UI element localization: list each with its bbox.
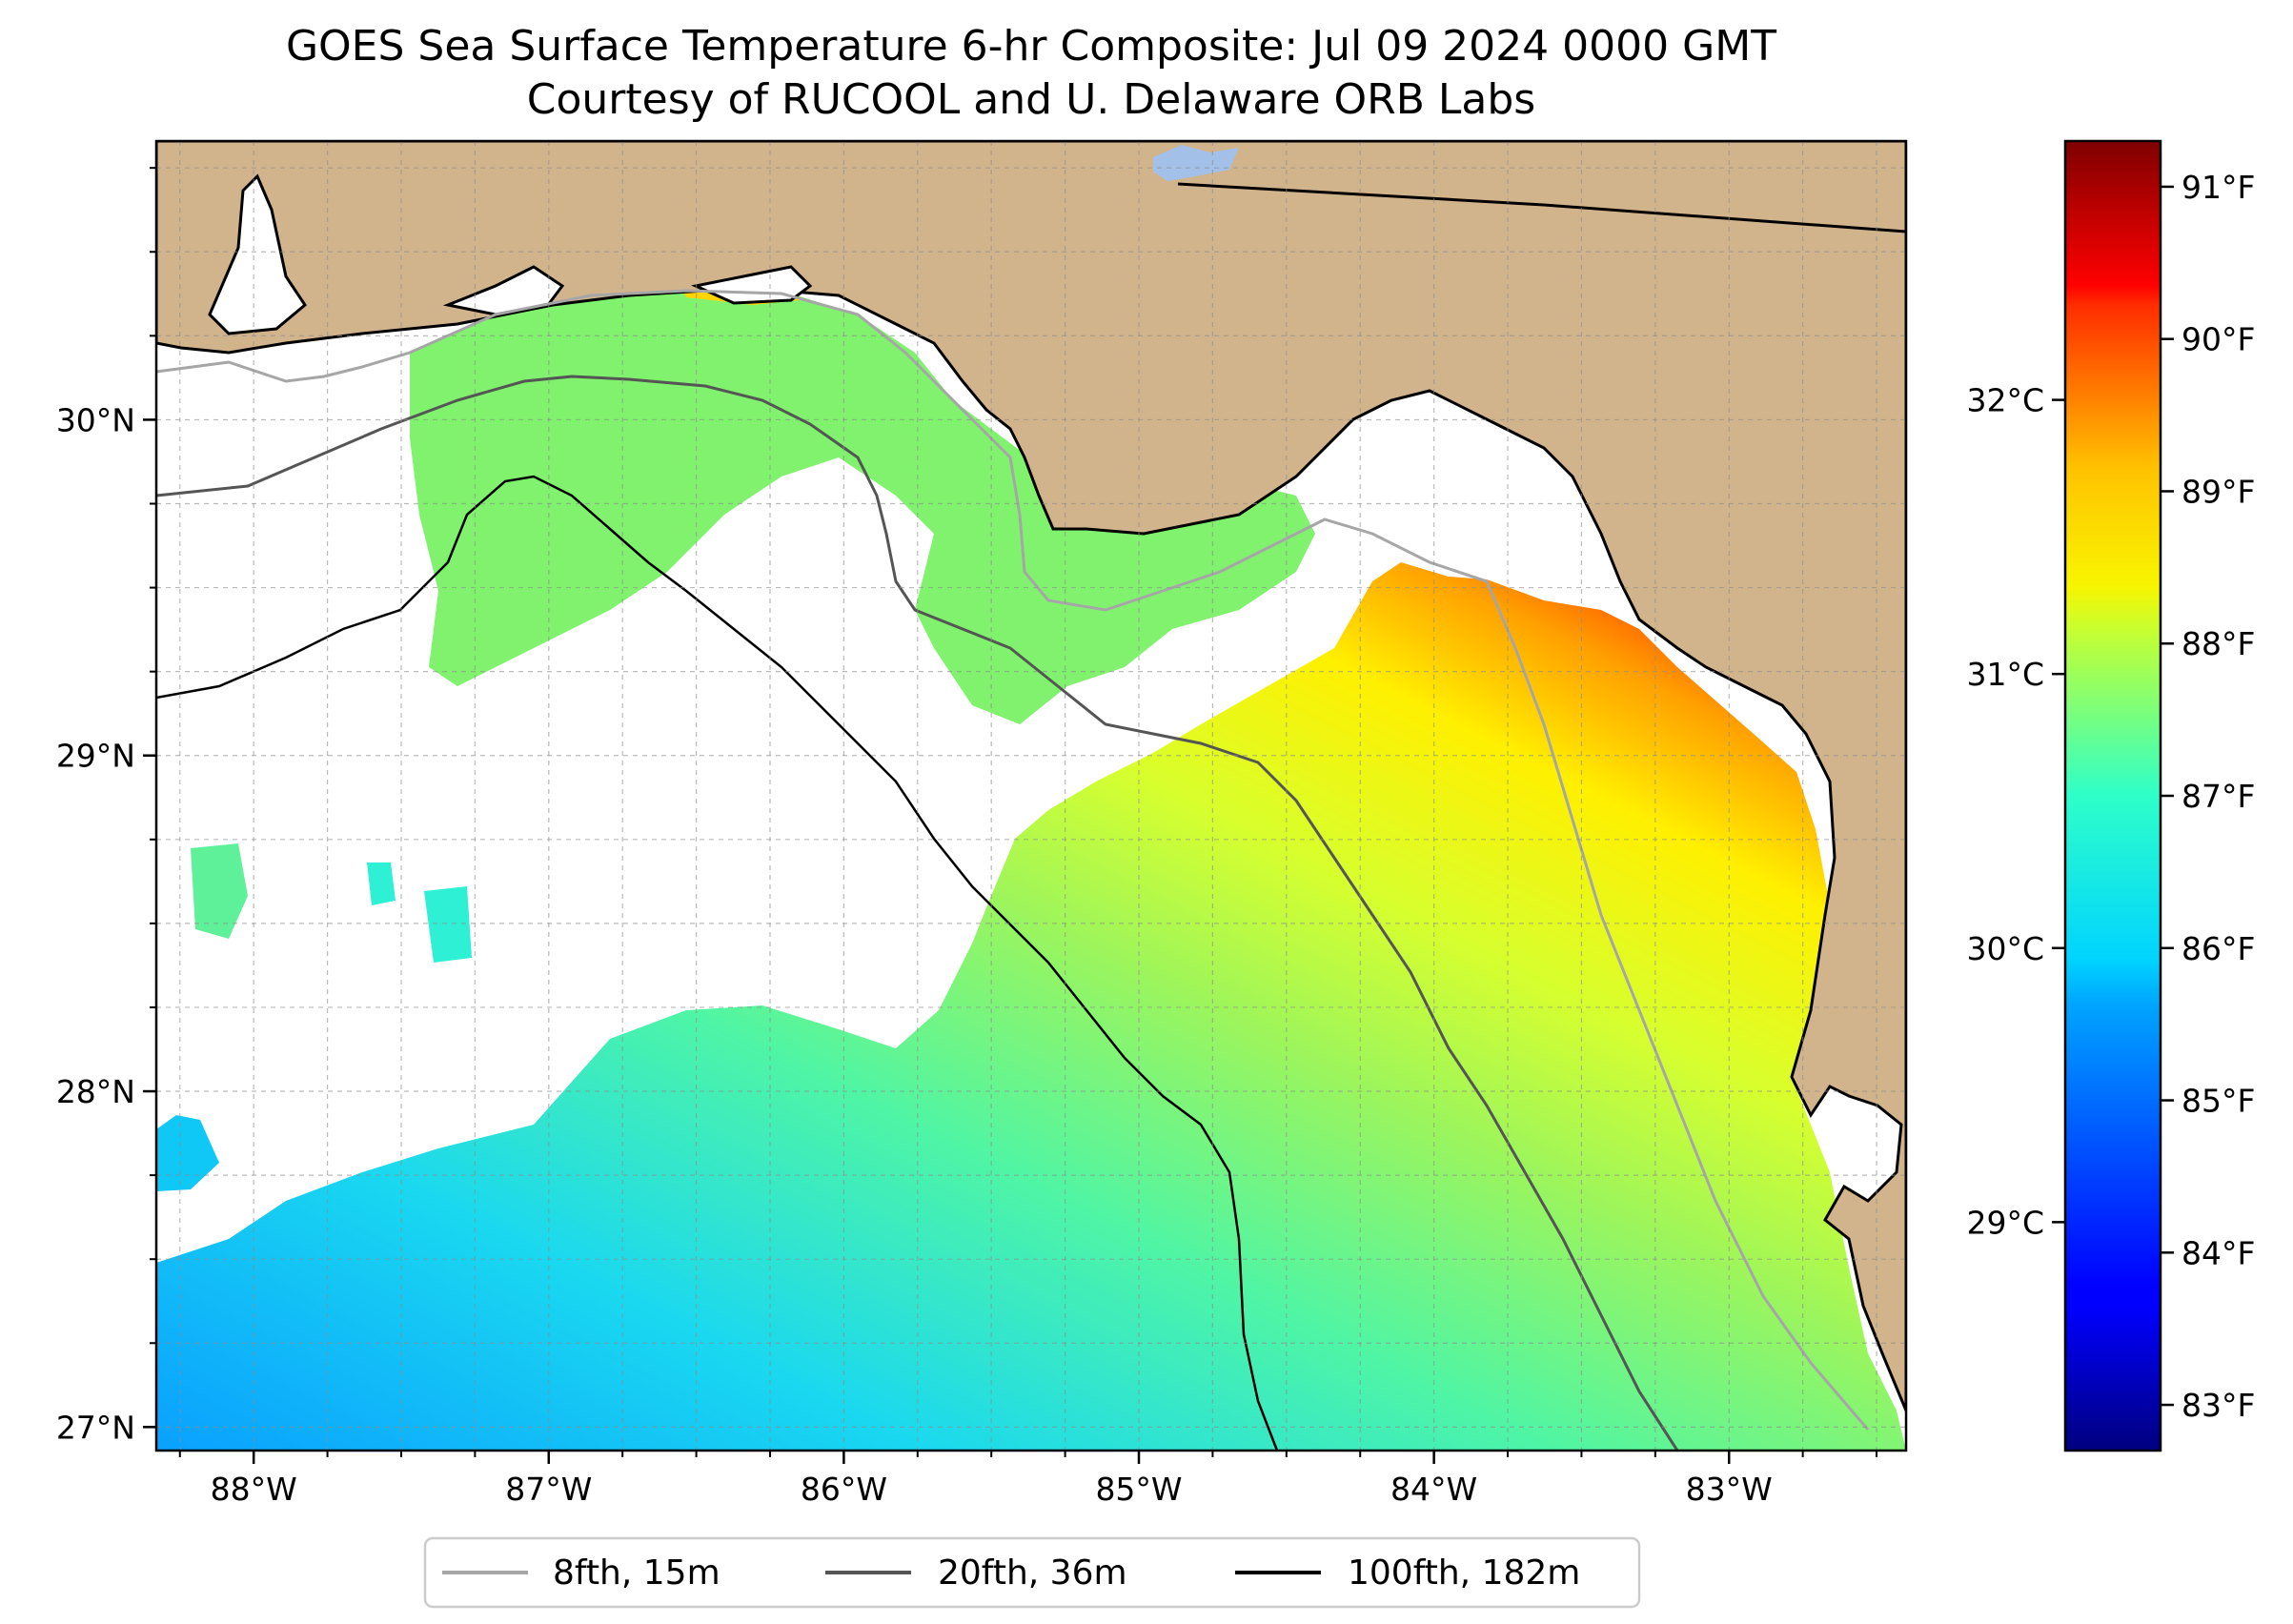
isobath-20fth — [156, 375, 1679, 1451]
sst-field-main — [156, 562, 1906, 1451]
x-tick-label: 86°W — [801, 1471, 887, 1508]
y-tick-label: 27°N — [56, 1409, 135, 1446]
x-tick-label: 83°W — [1686, 1471, 1773, 1508]
lake-seminole — [1153, 145, 1239, 181]
y-tick-label: 30°N — [56, 401, 135, 438]
sst-patch-west — [191, 843, 248, 939]
isobath-8fth — [156, 289, 1870, 1431]
x-tick-label: 84°W — [1390, 1471, 1477, 1508]
colorbar-bar — [2065, 141, 2161, 1451]
y-tick-label: 28°N — [56, 1073, 135, 1110]
x-tick-label: 87°W — [505, 1471, 592, 1508]
colorbar-c-label: 29°C — [1966, 1204, 2044, 1241]
colorbar-fahrenheit-ticks: 83°F 84°F 85°F 86°F 87°F 88°F 89°F 90°F 91°F — [2161, 169, 2255, 1424]
gridlines — [156, 141, 1906, 1451]
sst-patch-west2 — [367, 863, 472, 963]
colorbar-f-label: 85°F — [2181, 1083, 2255, 1120]
map-frame — [154, 139, 1908, 1452]
legend-label-100fth: 100fth, 182m — [1348, 1553, 1580, 1593]
colorbar-c-label: 31°C — [1966, 656, 2044, 693]
sst-patch-sw — [156, 1115, 219, 1191]
x-tick-label: 88°W — [211, 1471, 297, 1508]
y-axis: 27°N 28°N 29°N 30°N — [56, 167, 156, 1446]
x-axis: 88°W 87°W 86°W 85°W 84°W 83°W — [178, 1451, 1878, 1508]
colorbar-f-label: 90°F — [2181, 321, 2255, 358]
chart-subtitle: Courtesy of RUCOOL and U. Delaware ORB L… — [526, 75, 1536, 124]
colorbar-celsius-ticks: 29°C 30°C 31°C 32°C — [1966, 382, 2065, 1241]
isobath-100fth — [156, 475, 1279, 1451]
sst-field-north — [410, 291, 1315, 724]
colorbar-f-label: 86°F — [2181, 930, 2255, 967]
colorbar-c-label: 32°C — [1966, 382, 2044, 419]
legend-label-8fth: 8fth, 15m — [553, 1553, 720, 1593]
colorbar-f-label: 91°F — [2181, 169, 2255, 206]
bay-mobile — [208, 173, 307, 335]
state-boundary — [1177, 182, 1906, 233]
colorbar-f-label: 83°F — [2181, 1387, 2255, 1424]
colorbar-c-label: 30°C — [1966, 930, 2044, 967]
chart-title: GOES Sea Surface Temperature 6-hr Compos… — [285, 22, 1777, 71]
legend-box — [423, 1536, 1641, 1609]
colorbar-f-label: 88°F — [2181, 625, 2255, 662]
map-content — [156, 141, 1906, 1451]
y-tick-label: 29°N — [56, 738, 135, 775]
x-tick-label: 85°W — [1095, 1471, 1182, 1508]
legend-label-20fth: 20fth, 36m — [938, 1553, 1127, 1593]
colorbar-f-label: 84°F — [2181, 1234, 2255, 1271]
colorbar-f-label: 89°F — [2181, 473, 2255, 510]
colorbar-f-label: 87°F — [2181, 778, 2255, 815]
